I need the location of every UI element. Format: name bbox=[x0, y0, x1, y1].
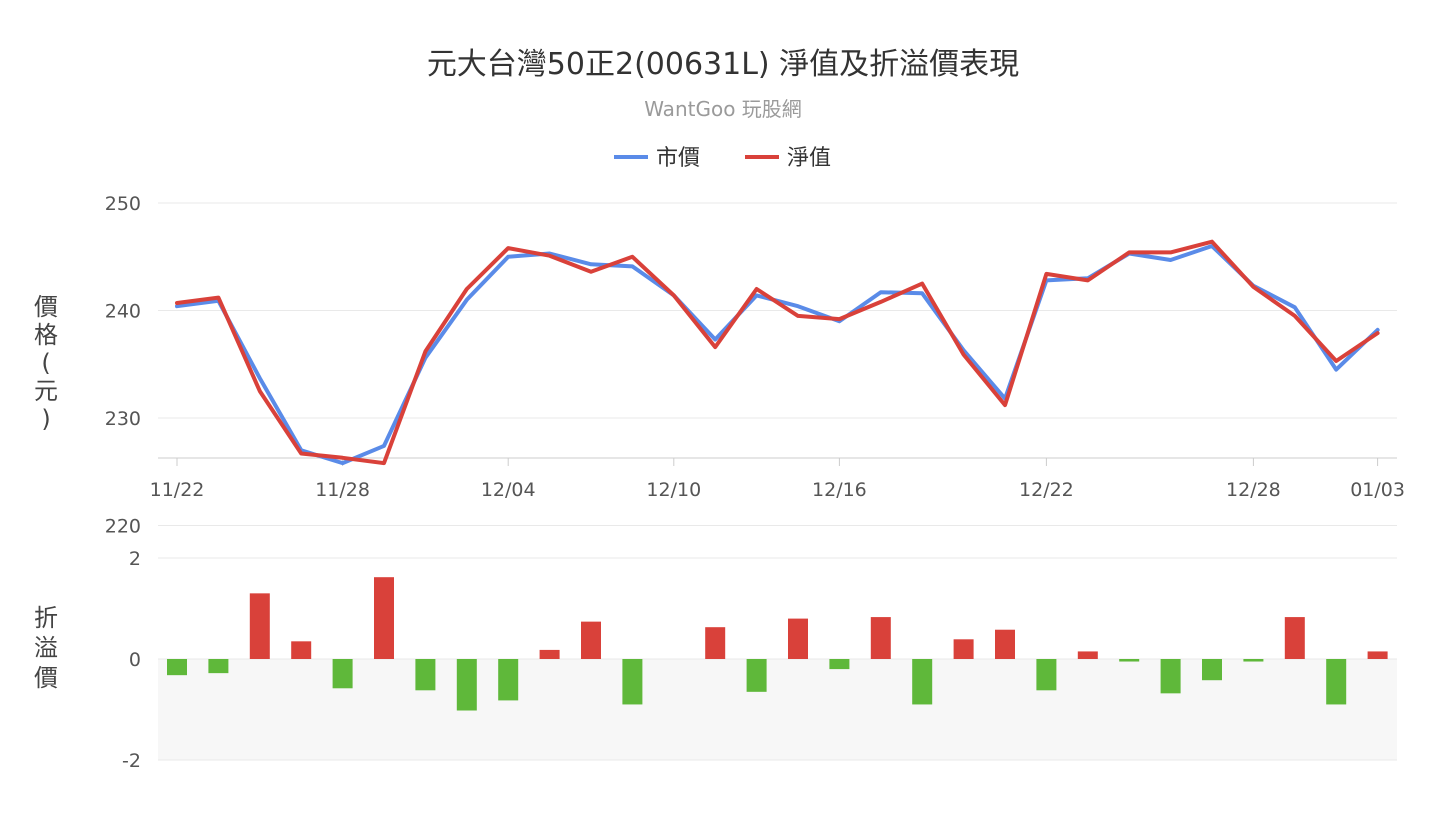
bar-layer bbox=[167, 577, 1388, 711]
premium-bar bbox=[1367, 651, 1388, 659]
premium-bar bbox=[581, 621, 601, 659]
discount-bar bbox=[332, 659, 353, 689]
axis-label-char: 格 bbox=[34, 321, 58, 349]
discount-bar bbox=[167, 659, 187, 676]
x-tick-label: 12/22 bbox=[1019, 479, 1074, 501]
premium-bar bbox=[1077, 651, 1098, 659]
discount-bar bbox=[622, 659, 643, 705]
line-layer bbox=[175, 239, 1380, 466]
price-axis-label: 價格(元) bbox=[34, 293, 58, 433]
premium-bar bbox=[953, 639, 974, 659]
discount-bar bbox=[1160, 659, 1181, 694]
price-tick-label: 230 bbox=[105, 408, 141, 430]
negative-region-band bbox=[158, 659, 1397, 760]
grid-layer bbox=[158, 202, 1397, 761]
premium-bar bbox=[1284, 617, 1305, 659]
legend-label-nav: 淨值 bbox=[787, 146, 831, 171]
discount-bar bbox=[746, 659, 767, 692]
market-price-line bbox=[175, 244, 1380, 466]
discount-bar bbox=[1119, 659, 1140, 662]
chart-title: 元大台灣50正2(00631L) 淨值及折溢價表現 bbox=[427, 47, 1019, 82]
discount-bar bbox=[912, 659, 933, 705]
legend-label-market: 市價 bbox=[656, 146, 700, 171]
discount-bar bbox=[498, 659, 519, 701]
axis-label-char: 溢 bbox=[34, 634, 58, 662]
nav-line bbox=[175, 239, 1380, 466]
premium-tick-label: 2 bbox=[129, 548, 141, 570]
discount-bar bbox=[415, 659, 436, 691]
axis-label-char: ) bbox=[41, 405, 50, 433]
x-tick-label: 11/28 bbox=[315, 479, 370, 501]
axis-label-char: 價 bbox=[34, 293, 58, 321]
x-tick-label: 12/10 bbox=[646, 479, 701, 501]
legend-item-nav[interactable]: 淨值 bbox=[745, 146, 831, 171]
price-tick-label: 220 bbox=[105, 516, 141, 538]
x-tick-label: 01/03 bbox=[1350, 479, 1405, 501]
x-tick-label: 11/22 bbox=[150, 479, 205, 501]
axis-label-char: ( bbox=[41, 349, 50, 377]
premium-bar bbox=[788, 618, 808, 659]
discount-bar bbox=[456, 659, 477, 711]
premium-tick-label: -2 bbox=[122, 750, 141, 772]
axis-label-char: 價 bbox=[34, 664, 58, 692]
x-tick-label: 12/16 bbox=[812, 479, 867, 501]
axis-label-char: 折 bbox=[34, 604, 58, 632]
price-tick-label: 240 bbox=[105, 301, 141, 323]
price-tick-label: 250 bbox=[105, 193, 141, 215]
axis-layer: 250 240 230 220 11/22 11/28 12/04 12/10 12/16 12/… bbox=[105, 193, 1405, 772]
premium-bar bbox=[870, 617, 891, 659]
discount-bar bbox=[1202, 659, 1222, 681]
premium-axis-label: 折溢價 bbox=[34, 604, 58, 692]
legend-item-market[interactable]: 市價 bbox=[614, 146, 700, 171]
premium-bar bbox=[705, 627, 726, 659]
discount-bar bbox=[1243, 659, 1264, 662]
premium-bar bbox=[995, 629, 1015, 659]
discount-bar bbox=[1036, 659, 1057, 691]
legend[interactable]: 市價 淨值 bbox=[614, 146, 831, 171]
axis-label-char: 元 bbox=[34, 377, 58, 405]
premium-bar bbox=[291, 641, 312, 659]
premium-bar bbox=[249, 593, 270, 659]
x-tick-label: 12/04 bbox=[481, 479, 536, 501]
chart-subtitle: WantGoo 玩股網 bbox=[644, 97, 802, 121]
discount-bar bbox=[829, 659, 850, 670]
premium-bar bbox=[374, 577, 394, 659]
discount-bar bbox=[1326, 659, 1347, 705]
premium-tick-label: 0 bbox=[129, 649, 141, 671]
premium-bar bbox=[539, 649, 560, 659]
x-tick-label: 12/28 bbox=[1226, 479, 1281, 501]
discount-bar bbox=[208, 659, 229, 674]
